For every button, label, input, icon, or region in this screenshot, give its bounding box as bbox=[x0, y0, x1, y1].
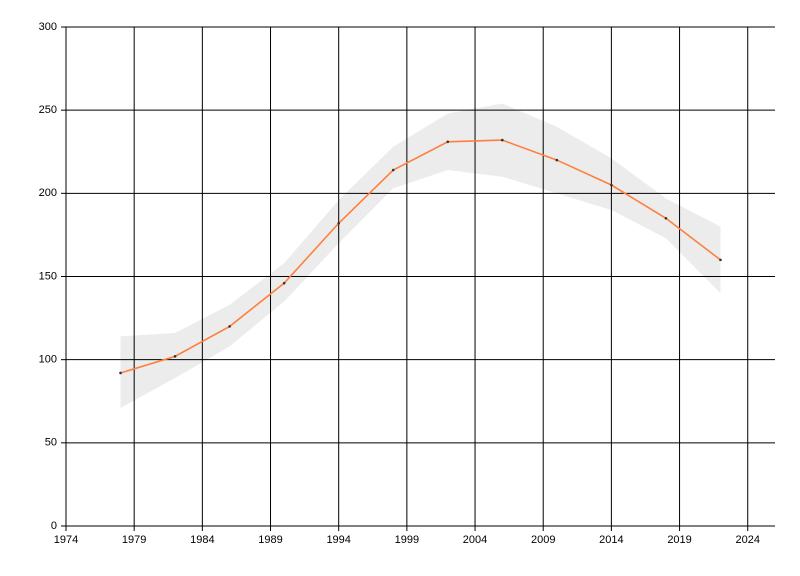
x-tick-label: 1979 bbox=[122, 534, 146, 546]
data-point bbox=[391, 168, 395, 172]
x-tick-label: 1989 bbox=[258, 534, 282, 546]
data-point bbox=[719, 258, 722, 262]
x-tick-label: 2004 bbox=[463, 534, 487, 546]
y-tick-label: 250 bbox=[39, 104, 57, 116]
y-tick-label: 50 bbox=[45, 437, 57, 449]
x-tick-label: 1984 bbox=[190, 534, 214, 546]
confidence-band bbox=[120, 103, 721, 408]
data-point bbox=[337, 221, 340, 225]
data-line bbox=[120, 139, 721, 374]
data-point bbox=[664, 216, 668, 220]
y-tick-label: 100 bbox=[39, 354, 57, 366]
y-tick-label: 0 bbox=[51, 520, 57, 532]
data-point bbox=[610, 183, 613, 187]
x-tick-label: 2009 bbox=[531, 534, 555, 546]
data-point bbox=[119, 371, 122, 375]
data-point bbox=[173, 355, 177, 358]
y-tick-label: 200 bbox=[39, 187, 57, 199]
data-point bbox=[555, 158, 559, 162]
data-point bbox=[282, 281, 286, 285]
x-tick-label: 2024 bbox=[735, 534, 759, 546]
y-tick-label: 150 bbox=[39, 270, 57, 282]
data-point bbox=[228, 325, 231, 328]
x-tick-label: 1974 bbox=[54, 534, 78, 546]
data-point bbox=[446, 140, 450, 144]
x-tick-label: 2014 bbox=[599, 534, 623, 546]
x-tick-label: 2019 bbox=[667, 534, 691, 546]
x-tick-label: 1994 bbox=[326, 534, 350, 546]
y-tick-label: 300 bbox=[39, 21, 57, 33]
x-tick-label: 1999 bbox=[395, 534, 419, 546]
data-point bbox=[501, 138, 504, 142]
